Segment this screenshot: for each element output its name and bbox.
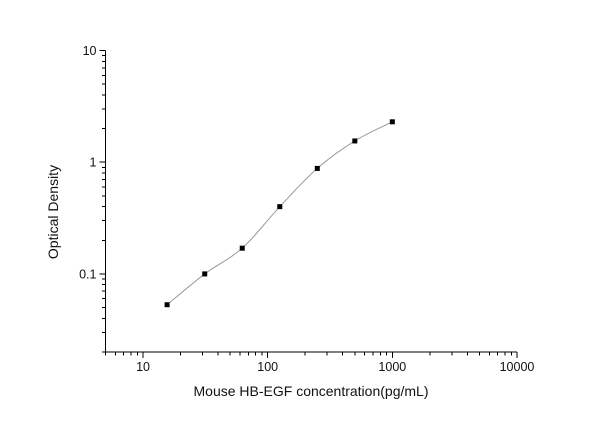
data-point-marker: [314, 165, 320, 171]
x-tick-label: 1000: [378, 360, 406, 374]
y-axis-title: Optical Density: [45, 165, 61, 259]
y-tick-label: 1: [90, 156, 97, 170]
data-point-marker: [164, 302, 170, 308]
x-tick-label: 100: [257, 360, 278, 374]
data-point-marker: [352, 138, 358, 144]
y-tick-label: 10: [83, 44, 97, 58]
chart-dynamic: 10 100 1000 10000 0.1 1 10: [79, 44, 534, 374]
data-point-marker: [277, 204, 283, 210]
x-tick-label: 10: [136, 360, 150, 374]
x-axis-title: Mouse HB-EGF concentration(pg/mL): [194, 383, 429, 399]
data-point-marker: [389, 119, 395, 125]
x-tick-label: 10000: [500, 360, 535, 374]
fit-curve: [166, 121, 393, 306]
y-tick-label: 0.1: [79, 267, 96, 281]
data-point-marker: [239, 245, 245, 251]
data-point-marker: [202, 271, 208, 277]
